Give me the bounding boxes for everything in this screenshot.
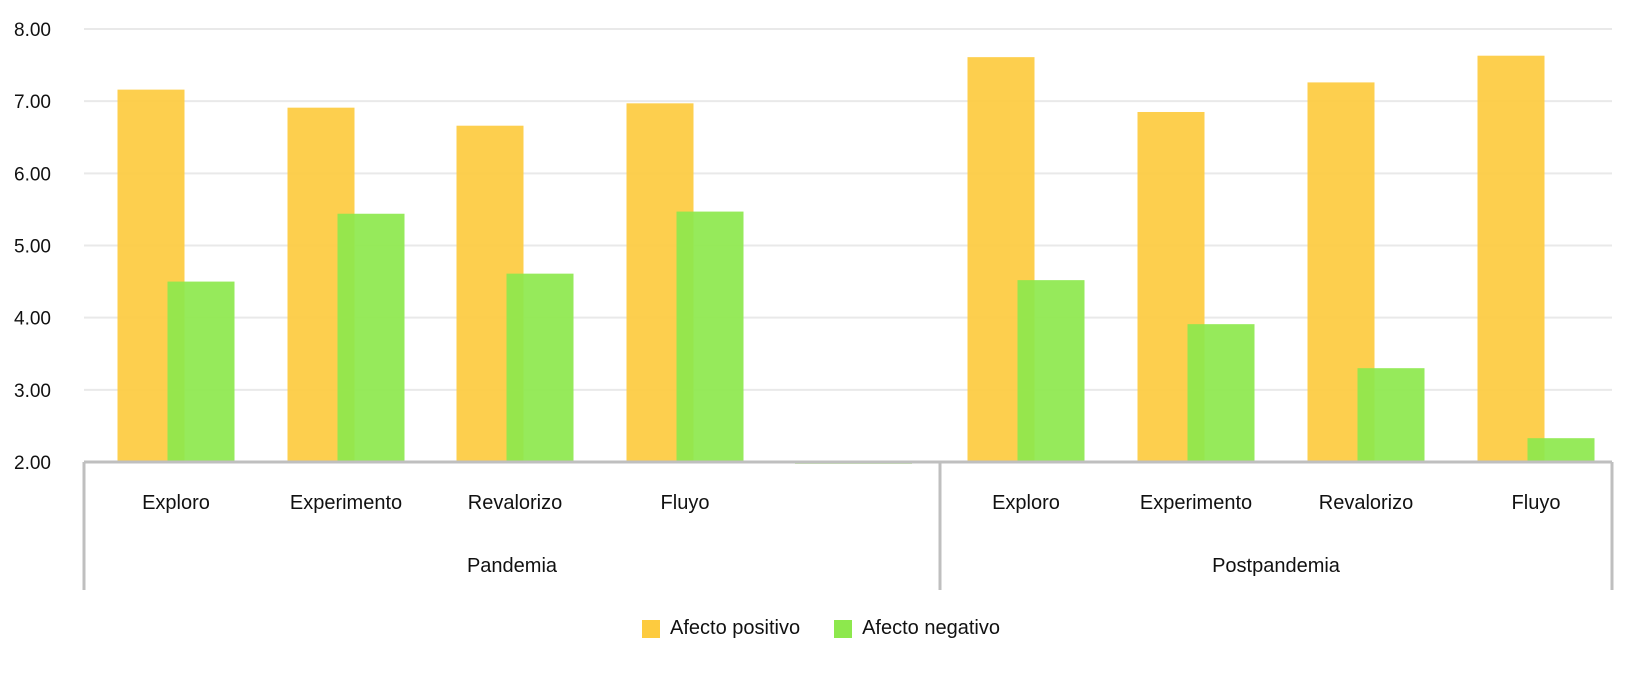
x-group-label: Postpandemia bbox=[1212, 555, 1341, 577]
x-category-label: Revalorizo bbox=[468, 492, 562, 514]
x-category-label: Exploro bbox=[142, 492, 210, 514]
x-category-label: Experimento bbox=[1140, 492, 1252, 514]
bar-afecto-negativo bbox=[676, 211, 744, 462]
bar-afecto-negativo bbox=[1187, 324, 1255, 462]
x-category-label: Exploro bbox=[992, 492, 1060, 514]
bar-afecto-negativo bbox=[1017, 280, 1085, 462]
x-category-label: Revalorizo bbox=[1319, 492, 1413, 514]
y-tick-label: 6.00 bbox=[14, 164, 51, 185]
y-tick-label: 7.00 bbox=[14, 92, 51, 113]
bar-afecto-negativo bbox=[337, 213, 405, 462]
legend-item-positive: Afecto positivo bbox=[642, 617, 800, 640]
y-tick-label: 3.00 bbox=[14, 381, 51, 402]
bar-afecto-negativo bbox=[1357, 368, 1425, 462]
y-tick-label: 4.00 bbox=[14, 309, 51, 330]
x-category-label: Experimento bbox=[290, 492, 402, 514]
legend-item-negative: Afecto negativo bbox=[834, 617, 1000, 640]
y-tick-label: 2.00 bbox=[14, 453, 51, 474]
legend: Afecto positivo Afecto negativo bbox=[0, 617, 1642, 640]
bar-afecto-negativo bbox=[506, 273, 574, 462]
legend-label-negative: Afecto negativo bbox=[862, 617, 1000, 639]
bar-afecto-positivo bbox=[1477, 55, 1545, 463]
bar-afecto-negativo bbox=[1527, 438, 1595, 462]
legend-swatch-negative bbox=[834, 619, 853, 638]
y-tick-label: 5.00 bbox=[14, 237, 51, 258]
x-category-label: Fluyo bbox=[661, 492, 710, 514]
x-category-label: Fluyo bbox=[1512, 492, 1561, 514]
x-group-label: Pandemia bbox=[467, 555, 558, 577]
y-tick-label: 8.00 bbox=[14, 20, 51, 41]
legend-swatch-positive bbox=[642, 619, 661, 638]
legend-label-positive: Afecto positivo bbox=[670, 617, 801, 639]
bar-afecto-negativo bbox=[167, 281, 235, 462]
